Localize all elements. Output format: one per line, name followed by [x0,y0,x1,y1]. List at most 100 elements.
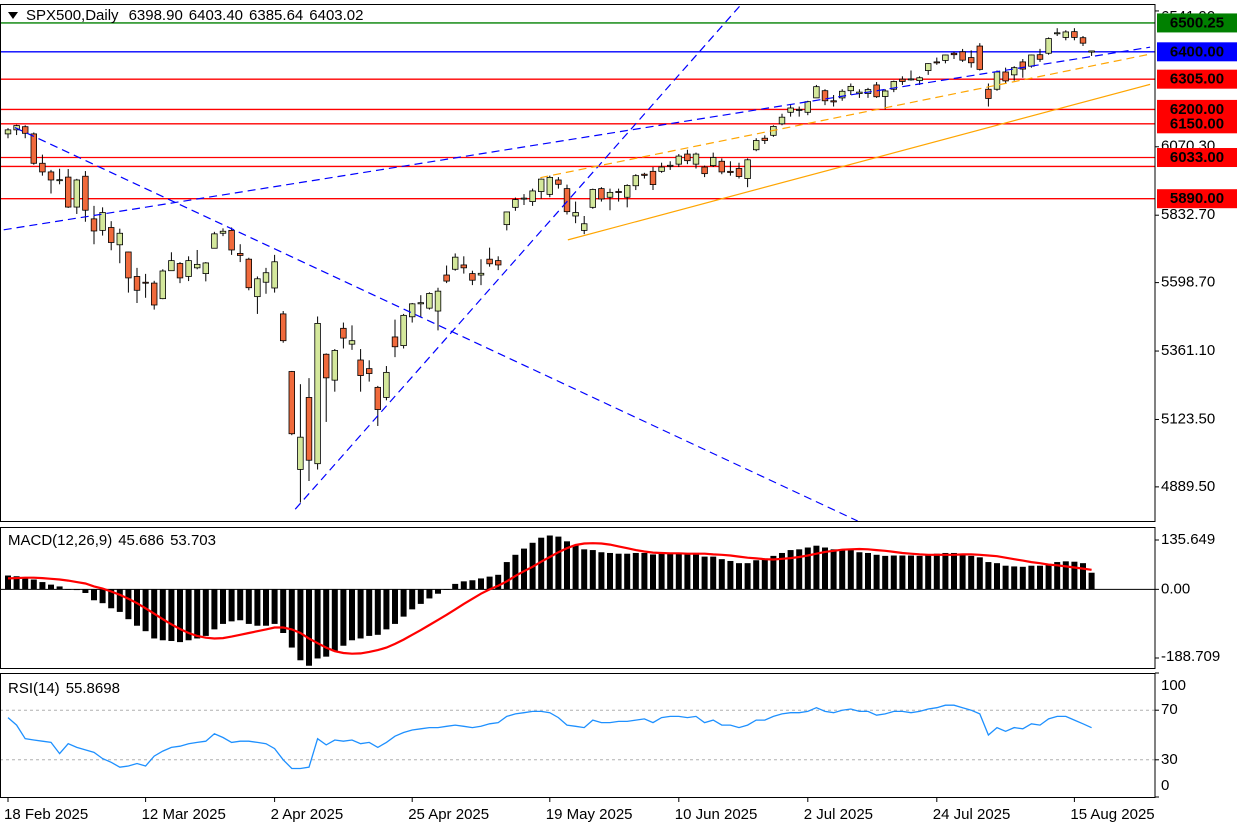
macd-bar [13,576,20,590]
price-panel [0,4,1155,521]
candle-body [1036,54,1044,60]
macd-bar [280,589,287,634]
macd-bar [297,589,304,661]
macd-bar [1011,566,1018,590]
candle-body [108,227,115,243]
menu-triangle[interactable] [8,12,18,19]
candle-body [314,323,321,465]
y-tick-label: 0 [1161,777,1169,794]
candle-body [555,179,562,185]
candle-body [1071,31,1078,38]
macd-bar [667,553,674,590]
candle-body [684,153,691,162]
macd-bar [486,576,493,590]
macd-bar [994,563,1000,590]
candle-body [744,159,751,179]
candle-body [804,101,811,113]
macd-bar [684,553,691,590]
level-label: 6200.00 [1170,101,1224,118]
candle-body [460,264,467,269]
candle-body [839,90,846,99]
candle-body [761,137,768,141]
candle-body [65,176,72,208]
level-label: 6033.00 [1170,149,1224,166]
candle-body [305,397,313,461]
macd-frame [0,527,1156,669]
candle-body [976,45,983,70]
x-tick-label: 19 May 2025 [546,806,633,823]
macd-bar [134,589,140,626]
candle-body [348,340,356,345]
candle-body [847,85,854,92]
macd-bar [435,589,441,594]
macd-bar [22,577,29,590]
candle-body [82,175,89,211]
macd-bar [693,553,699,590]
macd-bar [744,563,751,590]
macd-bar [5,575,11,590]
candle-body [408,303,416,318]
level-box [1157,114,1237,134]
macd-bar [331,589,338,652]
low: 6385.64 [249,7,303,24]
macd-bar [108,589,115,609]
macd-bar [383,589,390,630]
level-label: 5890.00 [1170,190,1224,207]
candle-body [993,71,1001,90]
candle-body [899,78,906,82]
macd-bar [770,555,777,590]
macd-bar [538,537,545,590]
macd-bar [968,555,975,590]
candle-body [1079,37,1087,44]
level-box [1157,99,1237,119]
y-tick-label: 135.649 [1161,531,1215,548]
macd-bar [349,589,355,641]
x-tick-label: 12 Mar 2025 [142,806,226,823]
macd-bar [48,584,54,590]
macd-bar [830,549,837,590]
x-tick-label: 18 Feb 2025 [4,806,88,823]
candle-body [47,171,55,181]
macd-bar [1062,561,1069,590]
level-box [1157,42,1237,62]
macd-bar [185,589,192,641]
candle-body [624,185,631,198]
candle-body [185,260,192,277]
candle-body [856,91,863,94]
macd-bar [779,552,785,590]
macd-bar [30,579,37,590]
macd-bar [323,589,330,657]
macd-bar [925,554,932,590]
candle-body [606,191,614,198]
rsi-header: RSI(14) 55.8698 [8,680,120,697]
candle-body [735,168,743,177]
rsi-panel [0,704,1155,770]
macd-bar [796,549,803,590]
candle-body [331,350,338,381]
candle-body [245,258,252,289]
macd-bar [460,581,467,590]
y-tick-label: 30 [1161,751,1178,768]
candle-body [718,160,725,173]
macd-header: MACD(12,26,9) 45.686 53.703 [8,532,216,549]
macd-bar [306,589,312,666]
level-label: 6400.00 [1170,43,1224,60]
macd-bar [65,589,72,590]
y-tick-label: 5598.70 [1161,274,1215,291]
macd-bar [400,589,407,617]
macd-bar [177,589,183,643]
macd-bar [495,574,502,590]
candle-body [572,212,579,217]
candle-body [882,90,889,97]
macd-bar [1045,563,1052,590]
candle-body [469,273,476,281]
candle-body [563,188,571,213]
x-tick-label: 25 Apr 2025 [408,806,489,823]
trend-line [3,46,1151,231]
macd-bar [641,552,648,590]
macd-bar [254,589,261,626]
macd-bar [374,589,381,635]
rsi-value: 55.8698 [66,680,120,697]
macd-title: MACD(12,26,9) [8,532,112,549]
macd-bar [116,589,123,612]
